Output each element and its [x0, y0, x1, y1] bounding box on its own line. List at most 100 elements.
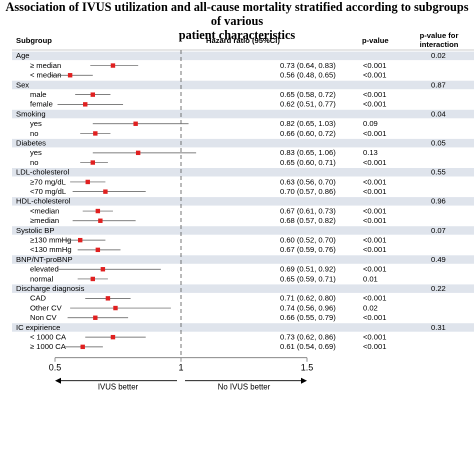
x-tick-label-1: 1: [178, 363, 183, 373]
group-band-2: [12, 109, 474, 119]
p-value-2-1: <0.001: [363, 129, 386, 138]
point-estimate-4-1: [103, 189, 108, 194]
p-interaction-6: 0.07: [431, 226, 446, 235]
row-label-1-0: male: [30, 90, 46, 99]
row-label-4-1: <70 mg/dL: [30, 187, 66, 196]
header-p-interaction: p-value for interaction: [404, 31, 474, 49]
row-label-1-1: female: [30, 100, 53, 109]
row-label-5-1: ≥median: [30, 216, 59, 225]
point-estimate-2-0: [133, 121, 138, 126]
p-value-6-0: <0.001: [363, 235, 386, 244]
row-label-9-1: ≥ 1000 CA: [30, 342, 67, 351]
p-value-5-1: <0.001: [363, 216, 386, 225]
point-estimate-3-0: [135, 150, 141, 156]
p-value-8-2: <0.001: [363, 313, 386, 322]
row-label-8-2: Non CV: [30, 313, 58, 322]
x-tick-label-2: 1.5: [301, 363, 314, 373]
chart-title: Association of IVUS utilization and all-…: [0, 0, 474, 42]
p-interaction-1: 0.87: [431, 80, 446, 89]
title-line-1: Association of IVUS utilization and all-…: [5, 0, 469, 28]
point-estimate-7-1: [90, 276, 95, 282]
p-value-5-0: <0.001: [363, 206, 386, 215]
row-label-3-0: yes: [30, 148, 42, 157]
group-band-3: [12, 138, 474, 148]
row-label-9-0: < 1000 CA: [30, 332, 67, 341]
row-label-5-0: <median: [30, 206, 59, 215]
p-interaction-8: 0.22: [431, 284, 446, 293]
header-p-interaction-line-1: p-value for: [419, 31, 459, 40]
point-estimate-5-1: [98, 218, 103, 223]
p-value-6-1: <0.001: [363, 245, 386, 254]
point-estimate-5-0: [95, 208, 101, 214]
row-label-8-0: CAD: [30, 294, 47, 303]
hr-text-6-0: 0.60 (0.52, 0.70): [280, 235, 336, 244]
hr-text-4-0: 0.63 (0.56, 0.70): [280, 177, 336, 186]
point-estimate-9-1: [80, 344, 85, 350]
hr-text-3-1: 0.65 (0.60, 0.71): [280, 158, 336, 167]
point-estimate-2-1: [93, 131, 98, 136]
hr-text-5-0: 0.67 (0.61, 0.73): [280, 206, 336, 215]
p-value-1-0: <0.001: [363, 90, 386, 99]
hr-text-8-2: 0.66 (0.55, 0.79): [280, 313, 336, 322]
hr-text-9-1: 0.61 (0.54, 0.69): [280, 342, 336, 351]
row-label-7-1: normal: [30, 274, 54, 283]
row-label-6-1: <130 mmHg: [30, 245, 72, 254]
point-estimate-0-1: [67, 73, 73, 78]
hr-text-0-1: 0.56 (0.48, 0.65): [280, 71, 336, 80]
row-label-8-1: Other CV: [30, 303, 63, 312]
hr-text-5-1: 0.68 (0.57, 0.82): [280, 216, 336, 225]
p-value-4-0: <0.001: [363, 177, 386, 186]
p-value-2-0: 0.09: [363, 119, 378, 128]
header-subgroup: Subgroup: [16, 36, 52, 45]
p-value-8-0: <0.001: [363, 294, 386, 303]
header-p-interaction-line-2: interaction: [419, 40, 459, 49]
group-band-0: [12, 51, 474, 61]
hr-text-2-0: 0.82 (0.65, 1.03): [280, 119, 336, 128]
row-label-7-0: elevated: [30, 265, 59, 274]
hr-text-4-1: 0.70 (0.57, 0.86): [280, 187, 336, 196]
point-estimate-3-1: [90, 160, 95, 165]
hr-text-7-0: 0.69 (0.51, 0.92): [280, 265, 336, 274]
p-value-7-0: <0.001: [363, 265, 386, 274]
p-value-0-1: <0.001: [363, 71, 386, 80]
arrow-right-head: [301, 377, 307, 384]
point-estimate-1-1: [83, 102, 88, 107]
p-interaction-5: 0.96: [431, 197, 446, 206]
p-interaction-0: 0.02: [431, 51, 446, 60]
point-estimate-8-2: [93, 315, 98, 320]
point-estimate-4-0: [85, 179, 90, 185]
hr-text-2-1: 0.66 (0.60, 0.72): [280, 129, 336, 138]
group-label-5: HDL-cholesterol: [16, 197, 71, 206]
hr-text-1-1: 0.62 (0.51, 0.77): [280, 100, 336, 109]
arrow-label-left: IVUS better: [98, 383, 139, 392]
point-estimate-6-0: [78, 237, 83, 243]
hr-text-8-1: 0.74 (0.56, 0.96): [280, 303, 336, 312]
group-band-8: [12, 284, 474, 293]
p-interaction-4: 0.55: [431, 168, 446, 177]
hr-text-6-1: 0.67 (0.59, 0.76): [280, 245, 336, 254]
group-label-2: Smoking: [16, 109, 46, 118]
row-label-4-0: ≥70 mg/dL: [30, 177, 66, 186]
p-interaction-7: 0.49: [431, 255, 446, 264]
row-label-3-1: no: [30, 158, 38, 167]
point-estimate-9-0: [110, 334, 116, 340]
row-label-0-1: < median: [30, 71, 61, 80]
arrow-label-right: No IVUS better: [218, 383, 271, 392]
row-label-2-0: yes: [30, 119, 42, 128]
p-interaction-2: 0.04: [431, 109, 446, 118]
title-line-2: patient characteristics: [178, 28, 296, 42]
point-estimate-8-1: [113, 305, 118, 311]
hr-text-7-1: 0.65 (0.59, 0.71): [280, 274, 336, 283]
hr-text-3-0: 0.83 (0.65, 1.06): [280, 148, 336, 157]
p-value-9-1: <0.001: [363, 342, 386, 351]
group-label-8: Discharge diagnosis: [16, 284, 85, 293]
hr-text-0-0: 0.73 (0.64, 0.83): [280, 61, 336, 70]
p-value-3-1: <0.001: [363, 158, 386, 167]
p-value-9-0: <0.001: [363, 332, 386, 341]
group-band-5: [12, 197, 474, 206]
x-tick-label-0: 0.5: [49, 363, 62, 373]
hr-text-8-0: 0.71 (0.62, 0.80): [280, 294, 336, 303]
point-estimate-0-0: [110, 63, 116, 68]
group-band-4: [12, 168, 474, 177]
group-label-3: Diabetes: [16, 138, 46, 147]
